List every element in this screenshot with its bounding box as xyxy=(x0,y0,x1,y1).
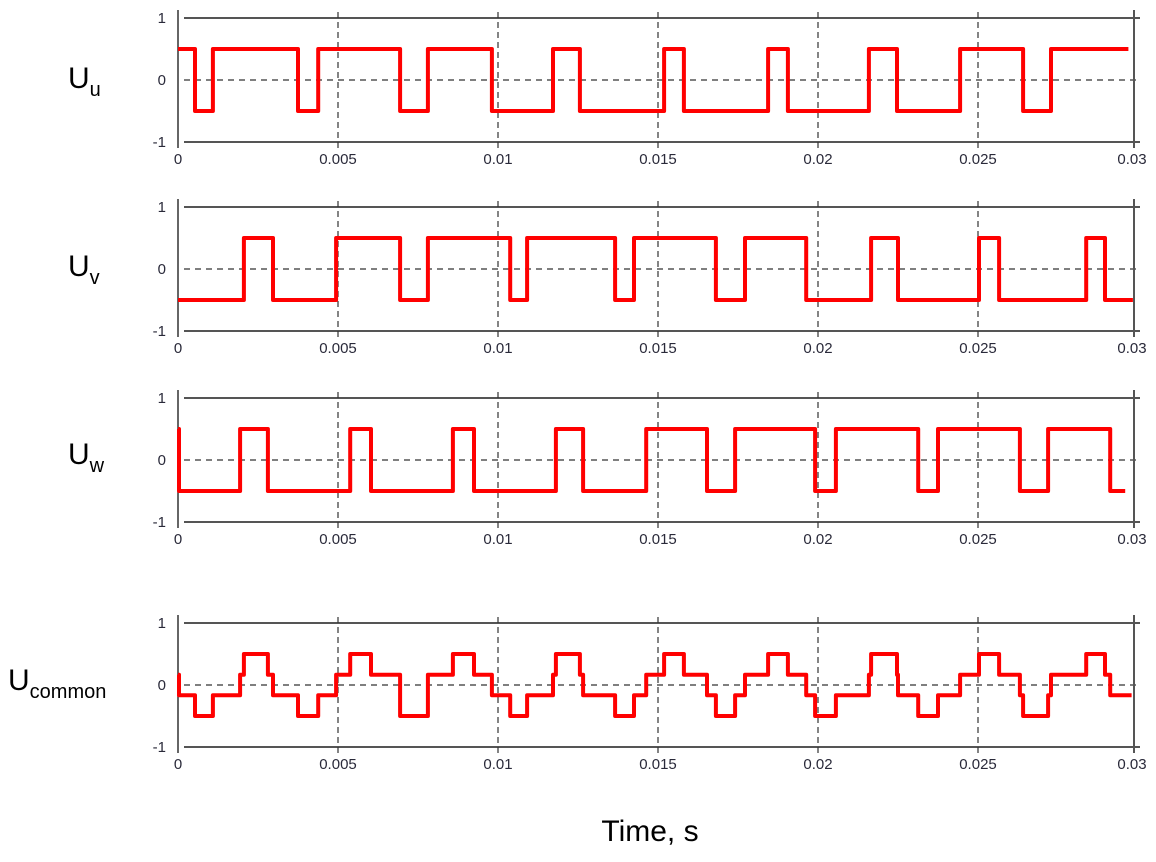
panel-uu-y-tick-label: 1 xyxy=(158,10,166,27)
panel-uw-x-tick-label: 0.02 xyxy=(803,531,832,548)
panel-uu-y-tick-label: 0 xyxy=(158,72,166,89)
panel-uu-x-tick-label: 0 xyxy=(174,151,182,168)
panel-uw-x-tick-label: 0.015 xyxy=(639,531,677,548)
panel-uv-x-tick-label: 0.015 xyxy=(639,340,677,357)
panel-ucommon-x-tick-label: 0.01 xyxy=(483,756,512,773)
panel-ucommon-signal-trace xyxy=(177,652,1132,718)
panel-uu-signal-trace xyxy=(178,47,1129,113)
panel-uw-x-tick-label: 0.03 xyxy=(1117,531,1146,548)
panel-uu-x-tick-label: 0.005 xyxy=(319,151,357,168)
panel-ucommon-y-tick-label: 0 xyxy=(158,677,166,694)
panel-ucommon-y-tick-label: -1 xyxy=(153,739,166,756)
panel-ucommon-x-tick-label: 0.005 xyxy=(319,756,357,773)
panel-uu-x-tick-label: 0.015 xyxy=(639,151,677,168)
panel-uv-x-tick-label: 0 xyxy=(174,340,182,357)
panel-ucommon-x-tick-label: 0 xyxy=(174,756,182,773)
panel-uv-x-tick-label: 0.02 xyxy=(803,340,832,357)
panel-uw-x-tick-label: 0.025 xyxy=(959,531,997,548)
panel-label-uu: Uu xyxy=(68,62,101,101)
panel-uu-x-tick-label: 0.02 xyxy=(803,151,832,168)
panel-uv-x-tick-label: 0.025 xyxy=(959,340,997,357)
panel-ucommon-y-tick-label: 1 xyxy=(158,615,166,632)
panel-uw-x-tick-label: 0.005 xyxy=(319,531,357,548)
panel-uu-y-tick-label: -1 xyxy=(153,134,166,151)
panel-uv-signal-trace xyxy=(178,236,1133,302)
panel-ucommon-x-tick-label: 0.015 xyxy=(639,756,677,773)
panel-uv-x-tick-label: 0.01 xyxy=(483,340,512,357)
panel-uv-y-tick-label: 0 xyxy=(158,261,166,278)
panel-uv-x-tick-label: 0.005 xyxy=(319,340,357,357)
panel-uw-signal-trace xyxy=(177,427,1126,493)
panel-uu-x-tick-label: 0.03 xyxy=(1117,151,1146,168)
panel-uv-y-tick-label: -1 xyxy=(153,323,166,340)
panel-label-uw: Uw xyxy=(68,438,105,477)
panel-uw-y-tick-label: 0 xyxy=(158,452,166,469)
panel-label-ucommon: Ucommon xyxy=(8,664,107,703)
x-axis-title: Time, s xyxy=(601,815,699,848)
panel-uu-x-tick-label: 0.025 xyxy=(959,151,997,168)
panel-label-uv: Uv xyxy=(68,250,100,289)
panel-ucommon-x-tick-label: 0.02 xyxy=(803,756,832,773)
panel-uw-x-tick-label: 0.01 xyxy=(483,531,512,548)
panel-uw-x-tick-label: 0 xyxy=(174,531,182,548)
panel-ucommon-x-tick-label: 0.025 xyxy=(959,756,997,773)
panel-ucommon-x-tick-label: 0.03 xyxy=(1117,756,1146,773)
panel-uv-y-tick-label: 1 xyxy=(158,199,166,216)
panel-uv-x-tick-label: 0.03 xyxy=(1117,340,1146,357)
panel-uw-y-tick-label: -1 xyxy=(153,514,166,531)
panel-uw-y-tick-label: 1 xyxy=(158,390,166,407)
panel-uu-x-tick-label: 0.01 xyxy=(483,151,512,168)
